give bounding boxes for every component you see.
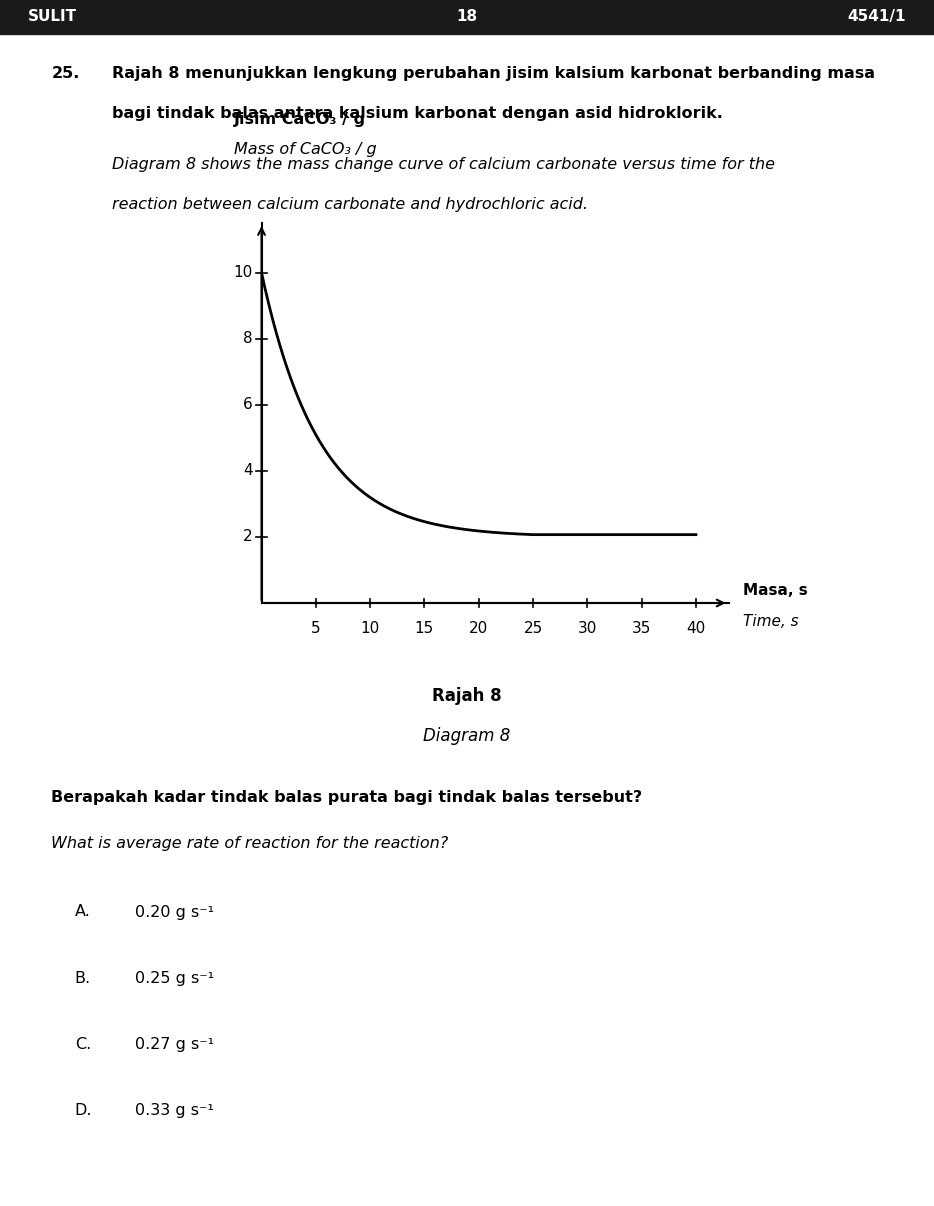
Text: Rajah 8: Rajah 8	[432, 687, 502, 706]
Text: D.: D.	[75, 1103, 92, 1118]
Text: Masa, s: Masa, s	[743, 584, 807, 598]
Text: 0.20 g s⁻¹: 0.20 g s⁻¹	[135, 904, 215, 919]
Text: Mass of CaCO₃ / g: Mass of CaCO₃ / g	[234, 142, 376, 157]
Text: bagi tindak balas antara kalsium karbonat dengan asid hidroklorik.: bagi tindak balas antara kalsium karbona…	[112, 106, 723, 121]
Text: reaction between calcium carbonate and hydrochloric acid.: reaction between calcium carbonate and h…	[112, 197, 588, 211]
Text: Diagram 8: Diagram 8	[423, 727, 511, 745]
Text: Time, s: Time, s	[743, 614, 799, 628]
Text: SULIT: SULIT	[28, 10, 78, 24]
Text: Rajah 8 menunjukkan lengkung perubahan jisim kalsium karbonat berbanding masa: Rajah 8 menunjukkan lengkung perubahan j…	[112, 66, 875, 81]
Text: What is average rate of reaction for the reaction?: What is average rate of reaction for the…	[51, 836, 448, 850]
Text: 0.25 g s⁻¹: 0.25 g s⁻¹	[135, 971, 215, 985]
Text: B.: B.	[75, 971, 91, 985]
Text: A.: A.	[75, 904, 91, 919]
Text: 25: 25	[523, 621, 543, 637]
Text: Diagram 8 shows the mass change curve of calcium carbonate versus time for the: Diagram 8 shows the mass change curve of…	[112, 157, 775, 171]
Text: 6: 6	[243, 397, 253, 412]
Text: 4: 4	[243, 463, 253, 479]
Text: 0.33 g s⁻¹: 0.33 g s⁻¹	[135, 1103, 214, 1118]
Text: 4541/1: 4541/1	[847, 10, 906, 24]
Text: Berapakah kadar tindak balas purata bagi tindak balas tersebut?: Berapakah kadar tindak balas purata bagi…	[51, 790, 643, 804]
Text: 25.: 25.	[51, 66, 79, 81]
Text: C.: C.	[75, 1037, 91, 1052]
Text: 30: 30	[577, 621, 597, 637]
Text: 10: 10	[361, 621, 380, 637]
Text: 35: 35	[632, 621, 651, 637]
Text: 5: 5	[311, 621, 320, 637]
Text: 40: 40	[686, 621, 705, 637]
Text: 0.27 g s⁻¹: 0.27 g s⁻¹	[135, 1037, 215, 1052]
Text: 15: 15	[415, 621, 434, 637]
Text: 20: 20	[469, 621, 488, 637]
Text: 8: 8	[243, 332, 253, 346]
Text: 10: 10	[234, 265, 253, 280]
Text: 2: 2	[243, 529, 253, 544]
Bar	[0, 0, 934, 34]
Text: Jisim CaCO₃ / g: Jisim CaCO₃ / g	[234, 112, 365, 127]
Text: 18: 18	[457, 10, 477, 24]
